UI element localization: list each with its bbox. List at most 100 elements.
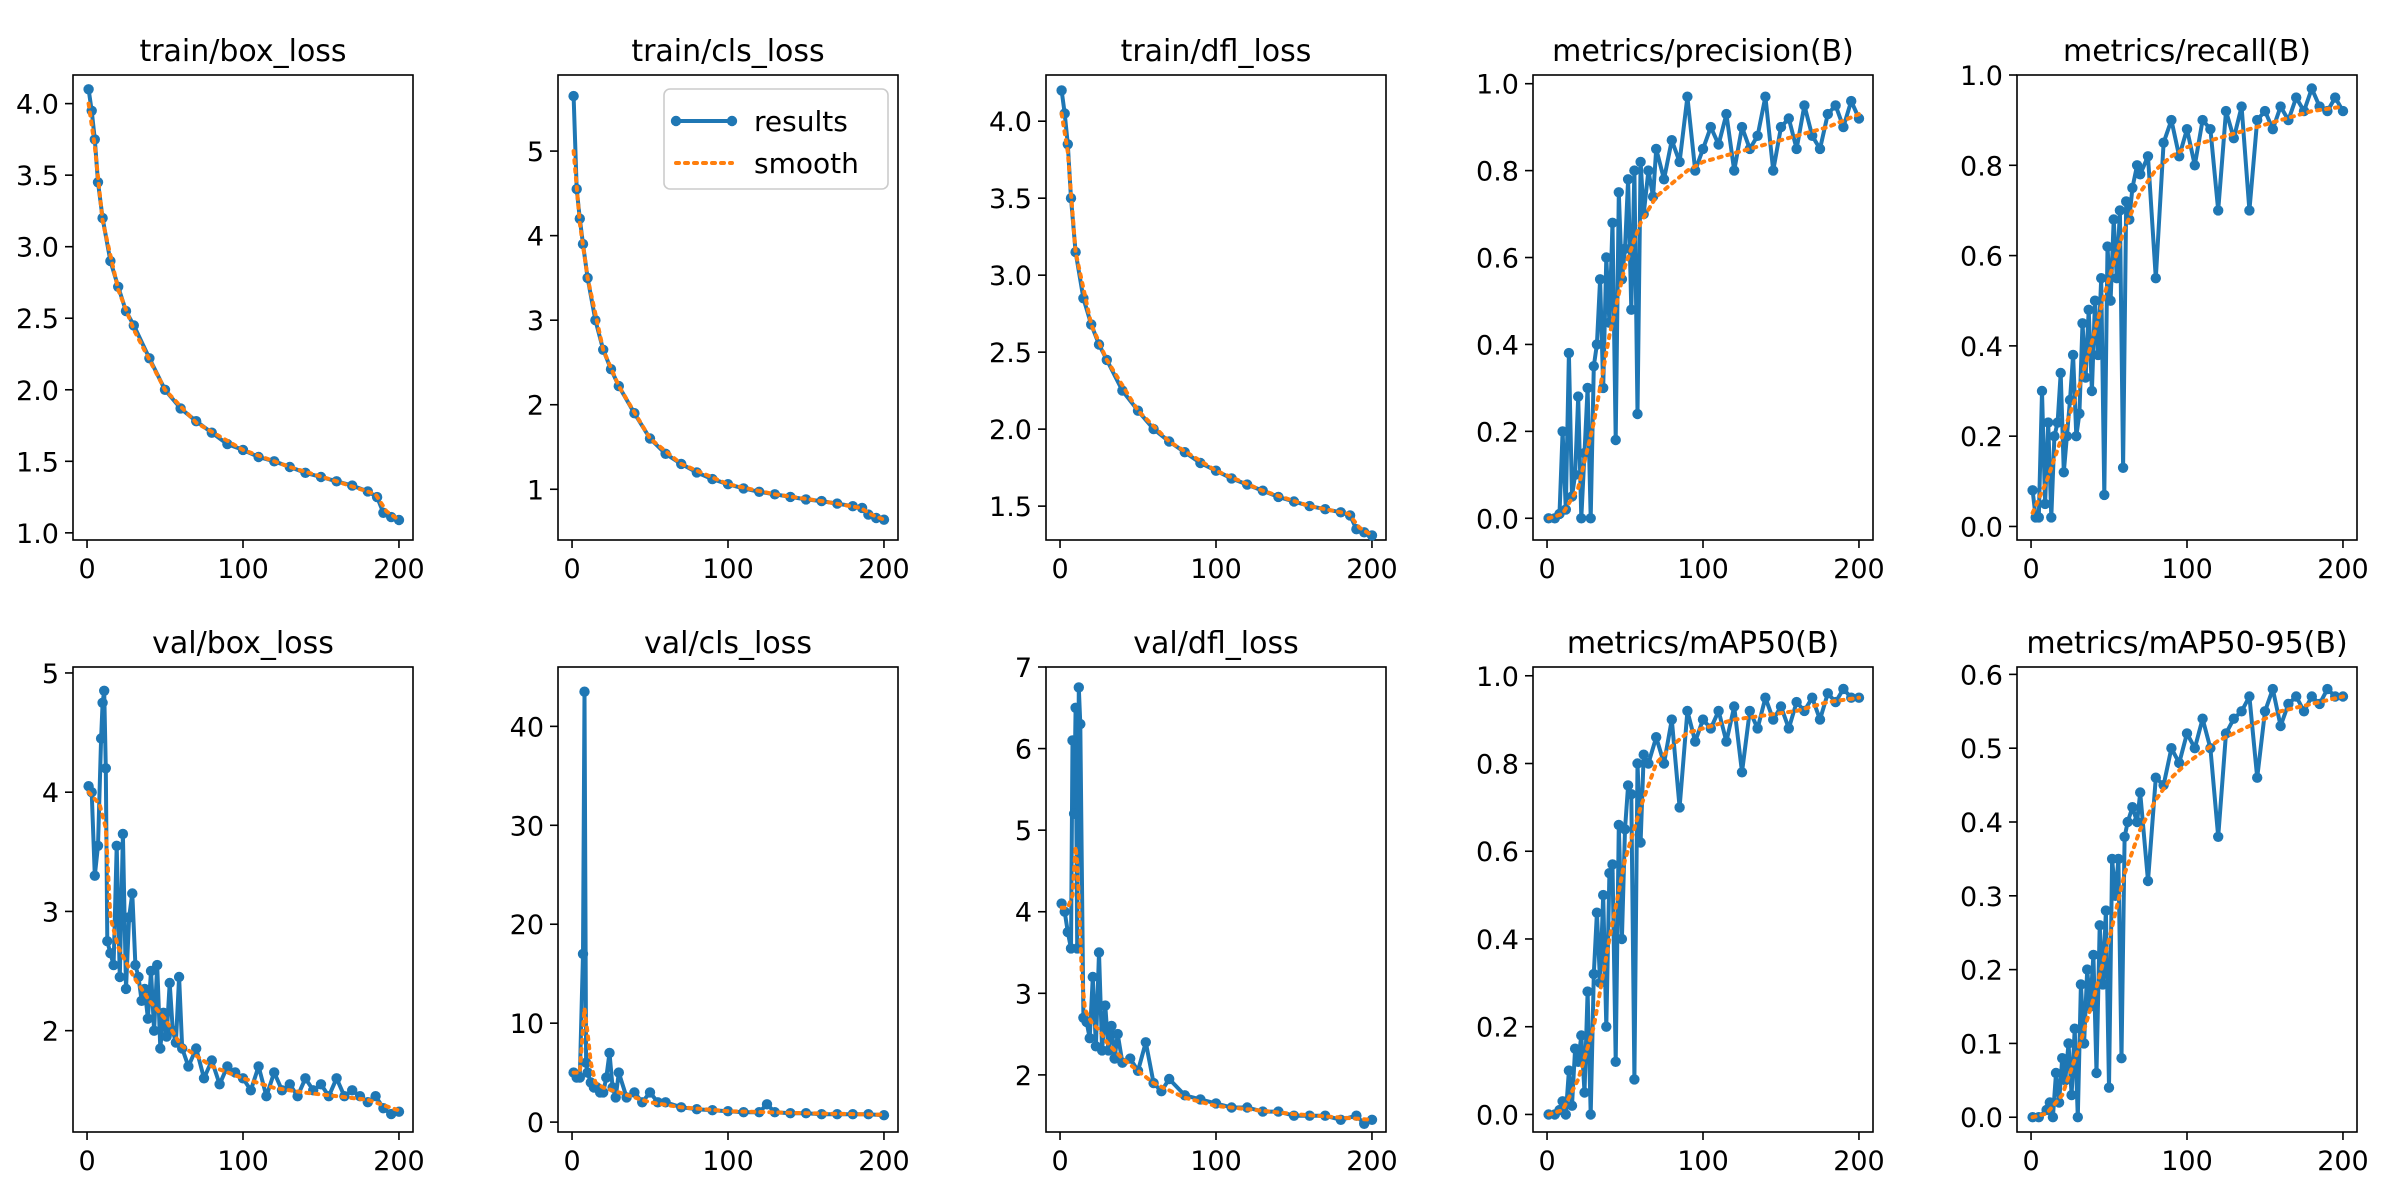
y-tick-label: 0.1 [1960, 1029, 2003, 1060]
results-point [164, 977, 175, 989]
results-point [347, 1085, 358, 1096]
x-tick-label: 0 [78, 1146, 95, 1177]
results-point [769, 1107, 780, 1118]
results-point [214, 1079, 225, 1090]
results-point [1690, 736, 1701, 747]
results-point [1560, 1109, 1572, 1120]
legend-smooth-label: smooth [754, 147, 859, 180]
results-point [2088, 949, 2099, 961]
y-tick-label: 3.0 [989, 261, 1032, 292]
results-point [1635, 156, 1646, 168]
results-point [1075, 718, 1086, 730]
results-point [1713, 705, 1724, 717]
results-point [2244, 205, 2255, 216]
results-point [2158, 137, 2169, 148]
y-tick-label: 2.0 [16, 376, 59, 407]
subplot-title: val/cls_loss [644, 626, 812, 661]
y-tick-label: 0.2 [1960, 422, 2003, 453]
results-point [1838, 683, 1849, 695]
results-point [2116, 1053, 2127, 1064]
results-point [2283, 698, 2294, 710]
results-point [878, 1110, 890, 1121]
y-tick-label: 2 [1015, 1061, 1032, 1092]
results-point [1768, 714, 1779, 725]
results-point [2291, 92, 2302, 103]
results-point [1073, 682, 1085, 693]
results-point [1569, 1043, 1581, 1054]
y-tick-label: 2.5 [16, 304, 59, 335]
results-point [1729, 701, 1740, 712]
results-point [1622, 780, 1634, 791]
results-point [130, 959, 141, 971]
results-point [261, 1091, 272, 1102]
y-tick-label: 0.2 [1960, 956, 2003, 987]
subplot-title: train/box_loss [139, 34, 346, 69]
results-point [2166, 743, 2177, 754]
results-point [2036, 385, 2048, 397]
x-tick-label: 100 [2161, 554, 2213, 585]
results-point [1598, 889, 1609, 901]
results-point [2267, 124, 2278, 135]
x-tick-label: 0 [1051, 554, 1068, 585]
results-point [1632, 758, 1643, 769]
results-point [1814, 143, 1826, 155]
results-point [1067, 735, 1078, 746]
results-point [2063, 1038, 2074, 1049]
results-point [1638, 749, 1649, 760]
results-point [2105, 295, 2116, 306]
results-point [2086, 385, 2098, 397]
results-point [2127, 182, 2138, 194]
x-tick-label: 200 [858, 554, 910, 585]
results-point [331, 1073, 342, 1084]
results-point [83, 84, 94, 95]
results-point [2298, 706, 2310, 717]
results-point [1775, 121, 1787, 133]
subplot-title: train/dfl_loss [1121, 34, 1312, 69]
results-point [2228, 713, 2239, 724]
results-point [1629, 1074, 1640, 1085]
y-tick-label: 7 [1015, 653, 1032, 684]
results-point [2103, 1082, 2115, 1093]
results-point [2259, 105, 2271, 117]
results-point [2174, 757, 2185, 769]
x-tick-label: 100 [1190, 554, 1242, 585]
x-tick-label: 200 [373, 554, 425, 585]
x-tick-label: 0 [78, 554, 95, 585]
y-tick-label: 0.4 [1960, 808, 2003, 839]
results-point [2213, 831, 2224, 842]
results-point [2181, 728, 2193, 739]
subplot-9: metrics/mAP50(B) 0 100 200 0.0 0.2 0.4 0.6 0.8 1.… [1476, 626, 1885, 1177]
smooth-series-line [86, 790, 401, 1113]
results-point [1112, 1028, 1123, 1040]
results-point [2291, 691, 2302, 702]
results-point [1830, 100, 1841, 111]
y-tick-label: 3 [527, 306, 544, 337]
results-point [598, 1087, 609, 1098]
results-point [2306, 691, 2317, 702]
results-point [2072, 1112, 2083, 1123]
y-tick-label: 2 [42, 1017, 59, 1048]
results-point [579, 686, 590, 697]
results-point [1585, 513, 1596, 524]
results-point [1601, 1021, 1612, 1032]
results-point [1658, 758, 1670, 769]
results-point [1822, 688, 1834, 699]
results-point [191, 1043, 202, 1054]
results-point [1721, 736, 1732, 747]
results-point [580, 1057, 592, 1068]
results-point [99, 685, 110, 696]
results-point [370, 1091, 381, 1102]
subplot-6: val/box_loss 0 100 200 2 3 4 5 [42, 626, 425, 1177]
results-point [2108, 214, 2119, 225]
results-point [1666, 714, 1678, 725]
results-point [152, 959, 163, 971]
results-point [2150, 273, 2161, 284]
y-tick-label: 5 [1015, 816, 1032, 847]
results-point [2189, 743, 2200, 754]
results-point [2052, 417, 2063, 428]
results-point [1569, 469, 1581, 480]
subplot-3: train/dfl_loss 0 100 200 1.5 2.0 2.5 3.0 3.5 4.0 [989, 34, 1398, 585]
results-point [92, 840, 104, 851]
results-point [1760, 692, 1771, 703]
y-tick-label: 0.3 [1960, 882, 2003, 913]
